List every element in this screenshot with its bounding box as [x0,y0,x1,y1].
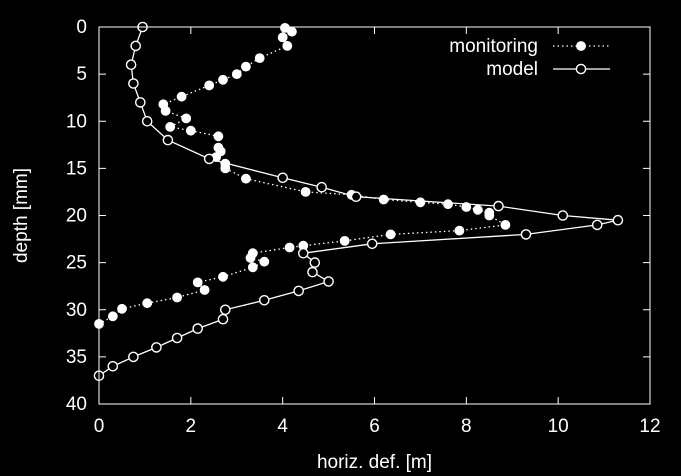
data-point [151,342,162,353]
data-point [217,313,229,325]
data-point [240,61,251,72]
legend-label: model [486,59,538,80]
data-point [134,97,146,108]
x-axis-label: horiz. def. [m] [317,452,432,473]
data-point [454,225,465,236]
data-point [591,219,603,231]
legend-marker [575,63,587,75]
data-point [282,41,293,51]
y-tick-label: 35 [66,347,87,368]
x-tick-label: 4 [277,416,288,437]
data-point [192,323,203,334]
data-point [192,277,203,288]
y-tick-label: 10 [66,111,87,132]
data-point [199,285,210,295]
data-point [218,74,228,85]
y-tick-label: 5 [76,64,87,85]
data-point [520,229,532,240]
y-tick-label: 15 [66,158,87,179]
data-point [323,276,334,287]
data-point [443,199,453,210]
data-point [350,191,362,202]
data-point [128,351,139,363]
data-point [220,163,231,174]
data-point [181,113,192,124]
data-point [259,256,270,267]
data-point [284,242,295,253]
data-point [107,311,118,322]
data-point [142,298,153,309]
data-point [117,303,127,314]
legend-marker [576,41,586,51]
y-tick-label: 0 [76,17,87,38]
x-tick-label: 8 [461,416,472,437]
x-tick-label: 12 [639,416,660,437]
data-point [415,197,426,208]
data-point [300,186,311,197]
series-layer [93,21,624,382]
series-monitoring [94,23,511,329]
data-point [245,252,256,263]
data-point [130,40,141,52]
x-tick-label: 2 [186,416,197,437]
data-point [171,332,183,344]
data-point [461,202,472,212]
data-point [493,200,504,212]
data-point [366,238,378,250]
data-point [162,134,174,146]
data-point [500,219,511,230]
data-point [172,292,183,303]
data-point [612,214,624,226]
x-tick-label: 6 [369,416,380,437]
data-point [297,247,309,259]
data-point [203,153,215,165]
data-point [247,262,258,273]
data-point [277,32,288,43]
series-model [93,21,624,382]
data-point [125,59,137,70]
y-axis-label: depth [mm] [11,168,32,263]
data-point [378,194,389,205]
plot-frame [98,26,651,405]
data-point [160,106,171,116]
data-point [213,131,224,142]
data-point [128,78,139,89]
legend-label: monitoring [449,36,538,57]
y-tick-label: 40 [66,394,87,415]
data-point [557,210,569,221]
y-tick-label: 25 [66,253,87,274]
data-point [385,229,396,240]
data-point [309,257,321,268]
data-point [254,53,265,63]
data-point [219,304,231,316]
data-point [293,285,305,297]
x-tick-label: 0 [94,416,105,437]
axes-layer: 0 2 4 6 8 10 12 0 5 10 15 20 25 30 35 40 [66,17,661,437]
data-point [176,91,187,102]
data-point [231,69,242,80]
data-point [286,26,297,37]
data-point [204,80,215,91]
data-point [258,294,270,306]
y-tick-label: 20 [66,206,87,227]
data-point [240,173,251,184]
data-point [484,210,495,221]
data-point [307,266,318,278]
data-point [107,360,119,372]
data-point [218,271,228,282]
data-point [141,116,153,127]
data-point [316,181,328,193]
data-point [339,235,350,246]
data-point [277,172,289,184]
data-point [185,125,196,136]
data-point [165,122,176,132]
y-tick-label: 30 [66,300,87,321]
x-tick-label: 10 [548,416,569,437]
data-point [472,204,483,215]
